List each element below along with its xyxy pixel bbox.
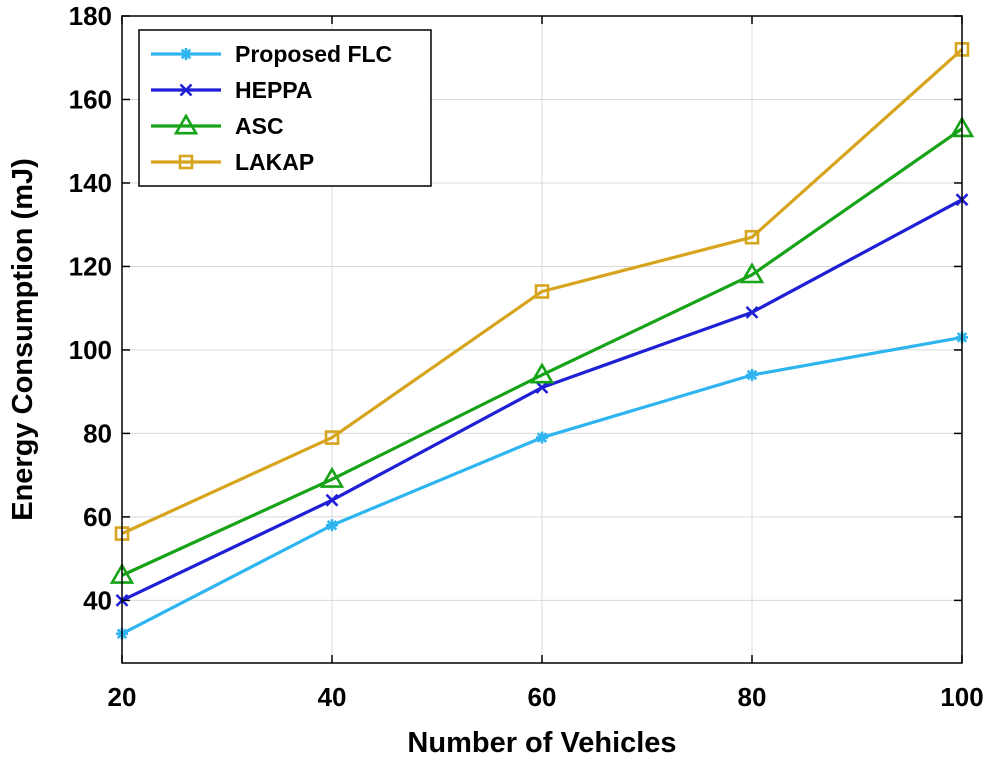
data-point [536, 431, 548, 444]
y-tick-label: 80 [83, 418, 112, 448]
legend: Proposed FLC HEPPA ASC LAKAP [138, 29, 432, 187]
data-point [325, 493, 339, 507]
y-tick-label: 100 [69, 335, 112, 365]
data-point [744, 229, 760, 245]
x-tick-label: 20 [108, 682, 137, 712]
y-tick-label: 180 [69, 1, 112, 31]
data-point [746, 368, 758, 381]
y-axis-title: Energy Consumption (mJ) [7, 158, 39, 521]
x-tick-label: 100 [940, 682, 983, 712]
y-tick-label: 60 [83, 502, 112, 532]
legend-item: LAKAP [151, 149, 314, 175]
series-line [121, 127, 963, 577]
data-point [529, 362, 555, 384]
y-tick-label: 120 [69, 251, 112, 281]
legend-item: ASC [151, 113, 284, 139]
legend-marker [173, 113, 199, 135]
legend-label: LAKAP [235, 149, 314, 175]
legend-marker [178, 154, 194, 170]
data-point [535, 381, 549, 394]
legend-item: HEPPA [151, 77, 313, 103]
data-point [324, 430, 340, 445]
y-tick-label: 40 [83, 585, 112, 615]
series-line [121, 48, 964, 536]
x-tick-label: 40 [318, 682, 347, 712]
data-point [739, 262, 765, 284]
y-tick-label: 140 [69, 168, 112, 198]
legend-marker [179, 83, 193, 97]
data-point [745, 305, 759, 319]
legend-label: HEPPA [235, 77, 313, 103]
x-axis-title: Number of Vehicles [407, 727, 676, 759]
axis-ticks: 20 40 60 80 100 40 60 80 100 120 140 160 180 [69, 1, 984, 712]
legend-label: Proposed FLC [235, 41, 392, 67]
legend-item: Proposed FLC [151, 41, 392, 67]
data-point [326, 519, 338, 532]
x-tick-label: 60 [528, 682, 557, 712]
legend-marker [180, 48, 192, 60]
y-tick-label: 160 [69, 84, 112, 114]
data-point [319, 466, 345, 488]
legend-label: ASC [235, 113, 284, 139]
data-point [534, 284, 550, 299]
series-layer [109, 42, 975, 640]
x-tick-label: 80 [738, 682, 767, 712]
